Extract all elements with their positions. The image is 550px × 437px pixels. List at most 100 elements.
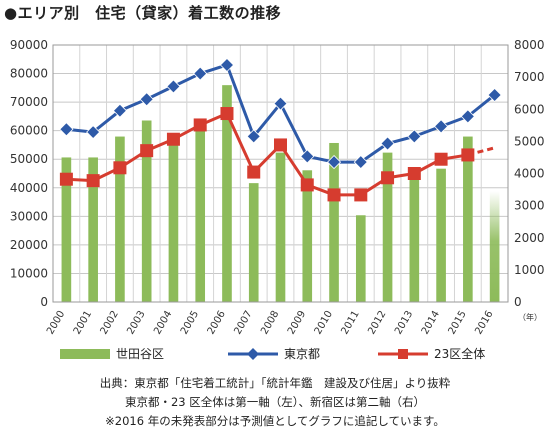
point-23ku <box>274 138 287 152</box>
left-tick-label: 50000 <box>10 152 48 166</box>
point-23ku <box>247 165 261 179</box>
point-tokyo <box>487 87 502 103</box>
point-23ku <box>434 152 448 166</box>
point-tokyo <box>219 57 235 73</box>
x-tick-label: 2004 <box>152 309 174 337</box>
point-23ku <box>461 148 475 162</box>
point-tokyo <box>380 136 395 151</box>
point-23ku <box>86 174 100 188</box>
bar-setagaya <box>222 85 232 302</box>
x-tick-label: 2003 <box>125 309 147 337</box>
x-tick-label: 2006 <box>206 309 228 337</box>
plot-frame <box>52 44 509 303</box>
bar-setagaya <box>302 170 313 302</box>
x-tick-label: 2008 <box>259 309 281 337</box>
chart-title: ●エリア別 住宅（貸家）着工数の推移 <box>4 4 282 22</box>
x-tick-label: 2013 <box>393 309 415 337</box>
point-23ku <box>300 178 314 192</box>
point-tokyo <box>193 66 208 81</box>
point-23ku <box>166 132 180 146</box>
point-23ku <box>220 107 234 121</box>
legend-swatch-diamond-line <box>228 347 278 360</box>
left-tick-label: 10000 <box>10 266 48 280</box>
point-tokyo <box>460 109 475 124</box>
left-tick-label: 90000 <box>10 38 48 52</box>
left-tick-label: 60000 <box>10 124 48 138</box>
x-tick-label: 2009 <box>286 309 308 337</box>
left-tick-label: 70000 <box>10 95 48 109</box>
x-tick-label: 2005 <box>179 309 201 337</box>
point-23ku <box>327 188 341 202</box>
point-tokyo <box>326 155 342 170</box>
point-tokyo <box>273 96 288 111</box>
bar-setagaya <box>115 136 125 302</box>
notes: 出典：東京都「住宅着工統計」「統計年鑑 建設及び住居」より抜粋 東京都・23 区… <box>0 374 550 431</box>
bar-setagaya <box>88 157 98 302</box>
legend-swatch-bar <box>60 348 110 359</box>
bar-setagaya <box>489 191 500 302</box>
chart: 0100002000030000400005000060000700008000… <box>10 38 545 337</box>
bar-setagaya <box>409 170 420 302</box>
point-tokyo <box>300 149 315 164</box>
right-tick-label: 6000 <box>514 102 545 116</box>
x-tick-label: 2000 <box>45 309 67 337</box>
legend-item-setagaya: 世田谷区 <box>60 345 164 362</box>
bar-setagaya <box>61 157 72 302</box>
axis-note: 東京都・23 区全体は第一軸（左）、新宿区は第二軸（右） <box>124 395 426 409</box>
point-tokyo <box>407 129 422 144</box>
legend-swatch-square-line <box>378 348 428 359</box>
point-23ku <box>193 118 207 132</box>
left-tick-label: 40000 <box>10 181 48 195</box>
x-tick-label: 2011 <box>340 309 362 337</box>
point-tokyo <box>86 125 101 140</box>
right-tick-label: 1000 <box>514 263 545 277</box>
point-23ku <box>381 171 395 185</box>
bar-setagaya <box>355 215 366 302</box>
point-tokyo <box>434 119 449 134</box>
bar-setagaya <box>195 126 206 302</box>
point-tokyo <box>246 129 261 144</box>
x-tick-label: 2007 <box>232 309 254 337</box>
x-tick-label: 2012 <box>366 309 388 337</box>
point-23ku <box>140 144 154 158</box>
bar-setagaya <box>436 168 446 302</box>
bar-setagaya <box>248 183 259 302</box>
bar-setagaya <box>382 152 393 302</box>
left-tick-label: 80000 <box>10 67 48 81</box>
point-tokyo <box>112 103 127 118</box>
point-23ku <box>59 172 73 186</box>
line-23ku <box>66 112 469 197</box>
right-tick-label: 7000 <box>514 70 545 84</box>
right-tick-label: 8000 <box>514 38 545 52</box>
projection-note: ※2016 年の未発表部分は予測値としてグラフに追記しています。 <box>105 414 445 428</box>
bar-setagaya <box>168 142 179 302</box>
point-tokyo <box>59 122 74 137</box>
left-tick-label: 20000 <box>10 238 48 252</box>
left-tick-label: 0 <box>40 295 48 309</box>
bar-setagaya <box>275 152 286 302</box>
legend-label: 23区全体 <box>434 347 486 361</box>
x-tick-label: 2010 <box>313 309 335 337</box>
right-tick-label: 5000 <box>514 134 545 148</box>
x-unit-label: （年） <box>518 312 542 322</box>
bar-setagaya <box>463 136 473 302</box>
point-23ku <box>354 188 368 202</box>
legend-item-23ku: 23区全体 <box>378 345 485 362</box>
point-tokyo <box>353 155 368 170</box>
x-tick-label: 2002 <box>99 309 121 337</box>
legend-item-tokyo: 東京都 <box>228 345 320 362</box>
right-tick-label: 4000 <box>514 167 545 181</box>
x-tick-label: 2016 <box>473 309 495 337</box>
legend-label: 世田谷区 <box>116 347 165 361</box>
x-tick-label: 2015 <box>447 309 469 337</box>
right-tick-label: 0 <box>514 295 522 309</box>
point-23ku <box>407 167 421 180</box>
source-note: 出典：東京都「住宅着工統計」「統計年鑑 建設及び住居」より抜粋 <box>99 376 451 390</box>
right-tick-label: 2000 <box>514 231 545 245</box>
left-tick-label: 30000 <box>10 209 48 223</box>
x-tick-label: 2014 <box>420 309 442 337</box>
x-tick-label: 2001 <box>72 309 94 337</box>
bar-setagaya <box>141 120 152 303</box>
legend: 世田谷区 東京都 23区全体 <box>60 345 530 363</box>
legend-label: 東京都 <box>284 347 321 361</box>
